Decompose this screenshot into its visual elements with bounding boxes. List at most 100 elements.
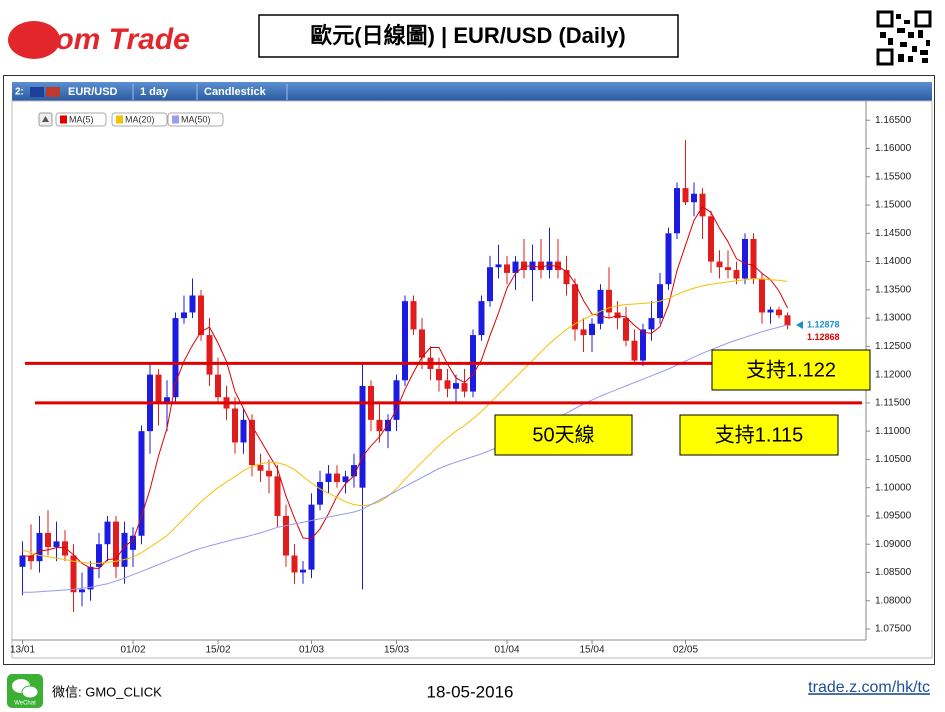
candle-body xyxy=(546,261,553,271)
candle-body xyxy=(631,340,638,361)
url[interactable]: trade.z.com/hk/tc xyxy=(808,679,930,696)
candle-body xyxy=(300,569,306,573)
x-tick-label: 13/01 xyxy=(10,645,35,656)
x-tick-label: 15/04 xyxy=(579,645,604,656)
candle-body xyxy=(334,473,340,483)
candle-body xyxy=(555,261,561,271)
candle-body xyxy=(691,193,697,203)
candle-body xyxy=(113,521,119,567)
y-tick-label: 1.08500 xyxy=(875,567,912,578)
y-tick-label: 1.14500 xyxy=(875,228,912,239)
candle-body xyxy=(402,301,408,381)
y-tick-label: 1.09000 xyxy=(875,539,912,550)
candle-body xyxy=(215,374,221,398)
annotation-text: 支持1.122 xyxy=(746,358,836,381)
candle-body xyxy=(419,329,425,358)
ma-line xyxy=(22,277,788,564)
y-tick-label: 1.11500 xyxy=(875,398,911,409)
candle-body xyxy=(538,261,544,271)
candle-body xyxy=(19,555,26,567)
candle-body xyxy=(181,312,187,319)
y-tick-label: 1.14000 xyxy=(875,256,912,267)
title-box xyxy=(258,14,679,58)
ma-line xyxy=(22,324,788,593)
candle-body xyxy=(257,465,264,471)
annotation-box xyxy=(494,414,633,456)
candle-body xyxy=(198,295,204,336)
x-tick-label: 15/02 xyxy=(205,645,230,656)
legend-swatch xyxy=(172,115,179,124)
candle-body xyxy=(572,284,578,330)
y-tick-label: 1.10000 xyxy=(875,482,912,493)
x-tick-label: 01/02 xyxy=(120,645,145,656)
candle-body xyxy=(70,555,77,593)
chart-style[interactable]: Candlestick xyxy=(204,86,267,98)
candle-body xyxy=(351,465,357,477)
candle-body xyxy=(62,541,68,556)
annotation-text: 支持1.115 xyxy=(715,423,804,446)
candle-body xyxy=(742,238,748,279)
candle-body xyxy=(436,368,442,381)
interval[interactable]: 1 day xyxy=(140,86,169,98)
candle-body xyxy=(79,589,85,593)
price-marker xyxy=(796,321,803,330)
candle-body xyxy=(308,504,315,570)
candle-body xyxy=(623,318,629,341)
y-tick-label: 1.16000 xyxy=(875,143,912,154)
candle-body xyxy=(640,329,646,361)
candle-body xyxy=(444,380,451,389)
toolbar xyxy=(12,82,932,101)
candle-body xyxy=(776,309,782,316)
legend-swatch xyxy=(116,115,123,124)
qr-code xyxy=(876,10,932,66)
candle-body xyxy=(96,544,102,567)
legend-label: MA(50) xyxy=(181,114,211,124)
candle-body xyxy=(164,397,170,403)
annotation-box xyxy=(679,414,839,456)
candle-body xyxy=(36,532,43,562)
y-tick-label: 1.07500 xyxy=(875,624,912,635)
legend-box xyxy=(55,112,107,127)
legend-label: MA(20) xyxy=(125,114,155,124)
y-tick-label: 1.16500 xyxy=(875,115,912,126)
candle-body xyxy=(385,419,391,432)
candle-body xyxy=(784,315,791,326)
wechat-label: WeChat xyxy=(14,701,36,707)
legend-swatch xyxy=(60,115,67,124)
legend-box xyxy=(167,112,224,127)
candle-body xyxy=(614,312,621,319)
candle-body xyxy=(121,532,128,567)
logo-badge xyxy=(8,21,60,59)
candle-body xyxy=(512,261,519,273)
candle-body xyxy=(708,216,714,262)
candle-body xyxy=(759,278,765,313)
candle-body xyxy=(104,521,111,545)
candle-body xyxy=(359,385,366,488)
y-tick-label: 1.08000 xyxy=(875,595,912,606)
plot-area xyxy=(19,140,791,613)
y-tick-label: 1.15500 xyxy=(875,171,912,182)
x-tick-label: 15/03 xyxy=(384,645,409,656)
y-tick-label: 1.15000 xyxy=(875,200,912,211)
candle-body xyxy=(130,535,136,550)
panel-number: 2: xyxy=(15,87,24,98)
candle-body xyxy=(580,329,587,336)
candle-body xyxy=(597,289,604,324)
candle-body xyxy=(487,267,493,302)
candle-body xyxy=(453,383,459,389)
candle-body xyxy=(274,476,281,516)
y-tick-label: 1.13500 xyxy=(875,284,912,295)
candle-body xyxy=(317,482,323,505)
candle-body xyxy=(589,323,595,336)
candle-body xyxy=(495,264,502,268)
flag-eu xyxy=(30,87,44,97)
candle-body xyxy=(682,188,689,203)
candle-body xyxy=(504,264,510,273)
flag-us xyxy=(46,87,60,97)
symbol[interactable]: EUR/USD xyxy=(68,86,118,98)
candle-body xyxy=(563,270,570,285)
y-tick-label: 1.09500 xyxy=(875,511,912,522)
wechat-id: 微信: GMO_CLICK xyxy=(52,684,162,699)
date: 18-05-2016 xyxy=(427,682,514,701)
candle-body xyxy=(648,318,655,330)
